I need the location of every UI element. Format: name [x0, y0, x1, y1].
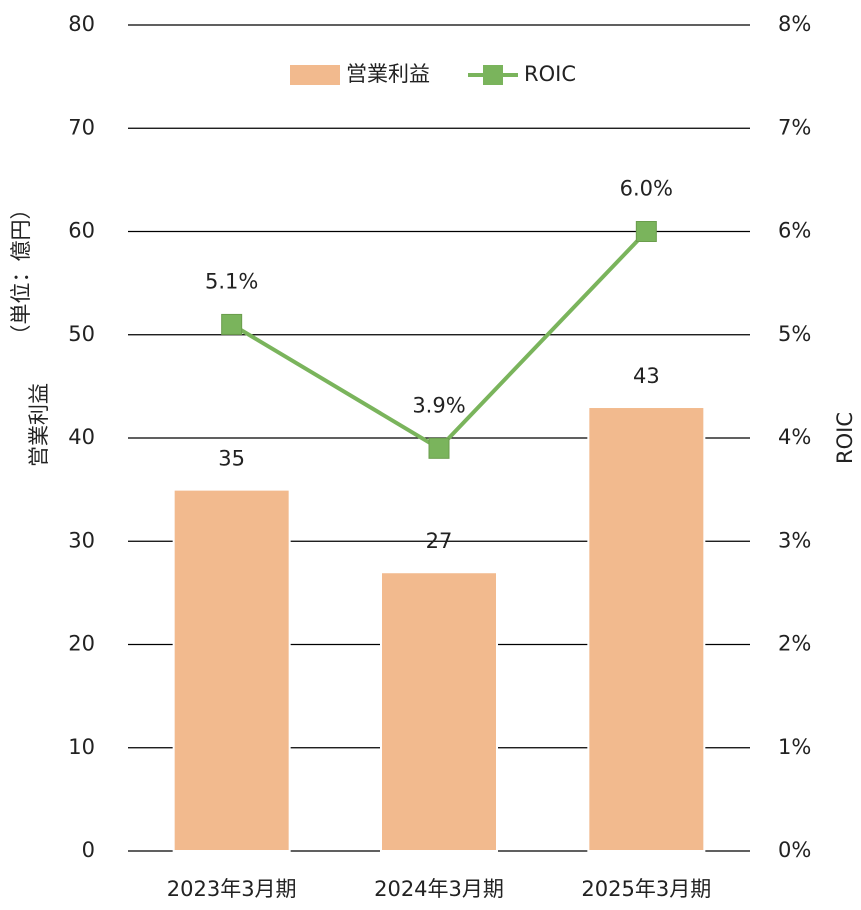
marker: [221, 313, 243, 335]
y-tick-label: 20: [68, 632, 95, 656]
y2-tick-label: 6%: [778, 219, 811, 243]
x-tick-label: 2023年3月期: [167, 877, 297, 901]
bar: [380, 571, 498, 852]
legend-swatch: [290, 65, 340, 85]
y-tick-label: 10: [68, 735, 95, 759]
y2-tick-label: 2%: [778, 632, 811, 656]
y2-tick-label: 3%: [778, 528, 811, 552]
y-axis-label: （単位：億円）: [9, 199, 33, 346]
legend-marker: [483, 65, 503, 85]
data-label: 5.1%: [205, 269, 258, 293]
data-label: 27: [426, 529, 453, 553]
x-tick-label: 2025年3月期: [581, 877, 711, 901]
bar: [172, 488, 291, 852]
y-tick-label: 70: [68, 115, 95, 139]
y2-axis-label: ROIC: [833, 412, 857, 464]
x-tick-label: 2024年3月期: [374, 877, 504, 901]
data-label: 43: [633, 364, 660, 388]
y-tick-label: 0: [82, 838, 95, 862]
y-tick-label: 50: [68, 322, 95, 346]
data-label: 6.0%: [620, 177, 673, 201]
y2-tick-label: 0%: [778, 838, 811, 862]
y2-tick-label: 8%: [778, 12, 811, 36]
y-tick-label: 30: [68, 528, 95, 552]
marker: [428, 437, 450, 459]
y2-tick-label: 5%: [778, 322, 811, 346]
data-label: 35: [218, 447, 245, 471]
marker: [635, 221, 657, 242]
y-tick-label: 80: [68, 12, 95, 36]
legend-label: 営業利益: [346, 62, 430, 86]
y2-tick-label: 4%: [778, 425, 811, 449]
bar: [587, 406, 706, 852]
y-tick-label: 40: [68, 425, 95, 449]
legend-label: ROIC: [524, 62, 576, 86]
y2-tick-label: 7%: [778, 115, 811, 139]
y-tick-label: 60: [68, 219, 95, 243]
y2-tick-label: 1%: [778, 735, 811, 759]
data-label: 3.9%: [412, 393, 465, 417]
y-axis-label: 営業利益: [27, 383, 51, 467]
